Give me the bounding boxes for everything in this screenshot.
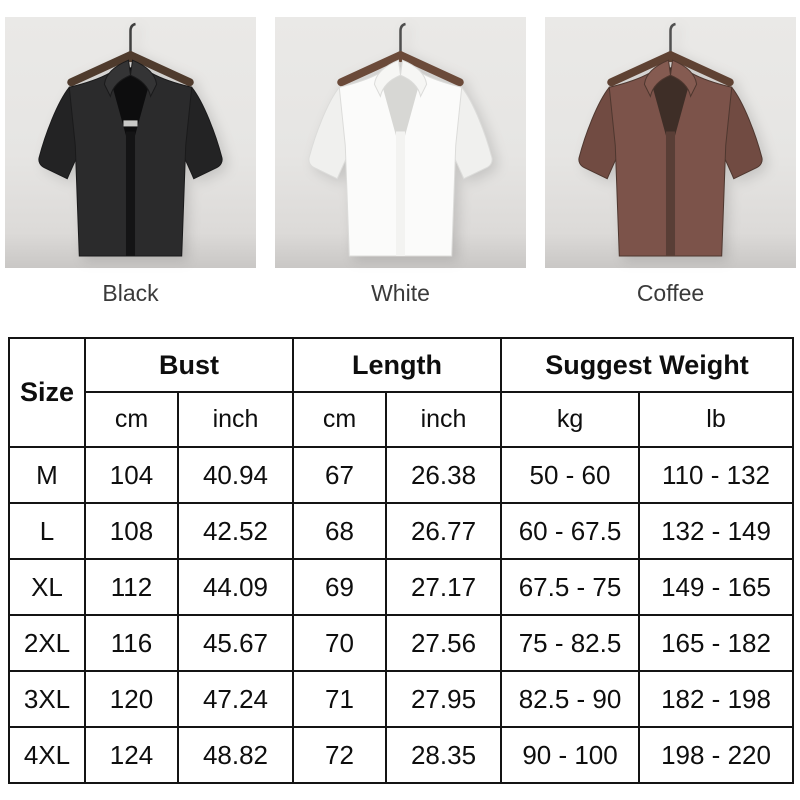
value-cell: 40.94 — [177, 446, 294, 504]
unit-bust-inch: inch — [177, 391, 294, 448]
header-suggest-weight: Suggest Weight — [500, 337, 795, 393]
size-cell: 4XL — [8, 726, 86, 784]
value-cell: 124 — [84, 726, 179, 784]
value-cell: 28.35 — [384, 726, 503, 784]
value-cell: 27.17 — [384, 558, 503, 616]
value-cell: 27.95 — [384, 670, 503, 728]
product-card-coffee: Coffee — [545, 17, 796, 306]
unit-weight-lb: lb — [638, 391, 795, 448]
product-photo-white — [275, 17, 526, 268]
product-grid: Black White Coffee — [0, 0, 800, 306]
value-cell: 82.5 - 90 — [500, 670, 641, 728]
unit-bust-cm: cm — [84, 391, 179, 448]
unit-length-cm: cm — [292, 391, 387, 448]
size-cell: M — [8, 446, 86, 504]
value-cell: 42.52 — [177, 502, 294, 560]
value-cell: 67 — [292, 446, 387, 504]
header-size: Size — [8, 337, 86, 448]
table-row: XL 112 44.09 69 27.17 67.5 - 75 149 - 165 — [8, 558, 795, 616]
value-cell: 26.77 — [384, 502, 503, 560]
size-cell: XL — [8, 558, 86, 616]
value-cell: 71 — [292, 670, 387, 728]
value-cell: 149 - 165 — [638, 558, 795, 616]
size-cell: 3XL — [8, 670, 86, 728]
size-cell: L — [8, 502, 86, 560]
table-row: 2XL 116 45.67 70 27.56 75 - 82.5 165 - 182 — [8, 614, 795, 672]
product-photo-black — [5, 17, 256, 268]
value-cell: 108 — [84, 502, 179, 560]
value-cell: 48.82 — [177, 726, 294, 784]
size-chart-header: Size Bust Length Suggest Weight cm inch … — [8, 337, 795, 448]
value-cell: 75 - 82.5 — [500, 614, 641, 672]
product-photo-coffee — [545, 17, 796, 268]
unit-weight-kg: kg — [500, 391, 641, 448]
color-label-black: Black — [102, 280, 159, 306]
value-cell: 70 — [292, 614, 387, 672]
value-cell: 72 — [292, 726, 387, 784]
black-shirt-image — [38, 24, 223, 256]
table-row: M 104 40.94 67 26.38 50 - 60 110 - 132 — [8, 446, 795, 504]
color-label-coffee: Coffee — [636, 280, 705, 306]
value-cell: 104 — [84, 446, 179, 504]
white-shirt-image — [308, 24, 493, 256]
value-cell: 165 - 182 — [638, 614, 795, 672]
value-cell: 27.56 — [384, 614, 503, 672]
value-cell: 44.09 — [177, 558, 294, 616]
table-row: 3XL 120 47.24 71 27.95 82.5 - 90 182 - 198 — [8, 670, 795, 728]
unit-length-inch: inch — [384, 391, 503, 448]
header-bust: Bust — [84, 337, 294, 393]
product-card-black: Black — [5, 17, 256, 306]
value-cell: 67.5 - 75 — [500, 558, 641, 616]
coffee-shirt-image — [578, 24, 763, 256]
value-cell: 112 — [84, 558, 179, 616]
table-row: 4XL 124 48.82 72 28.35 90 - 100 198 - 220 — [8, 726, 795, 784]
value-cell: 26.38 — [384, 446, 503, 504]
value-cell: 120 — [84, 670, 179, 728]
size-table-body: M 104 40.94 67 26.38 50 - 60 110 - 132 L 108 42.5… — [8, 446, 795, 784]
value-cell: 45.67 — [177, 614, 294, 672]
value-cell: 47.24 — [177, 670, 294, 728]
table-row: L 108 42.52 68 26.77 60 - 67.5 132 - 149 — [8, 502, 795, 560]
value-cell: 90 - 100 — [500, 726, 641, 784]
color-label-white: White — [371, 280, 430, 306]
value-cell: 182 - 198 — [638, 670, 795, 728]
value-cell: 198 - 220 — [638, 726, 795, 784]
value-cell: 60 - 67.5 — [500, 502, 641, 560]
header-length: Length — [291, 337, 503, 393]
size-chart-table: Size Bust Length Suggest Weight cm inch … — [8, 337, 795, 784]
value-cell: 68 — [292, 502, 387, 560]
value-cell: 110 - 132 — [638, 446, 795, 504]
value-cell: 50 - 60 — [500, 446, 641, 504]
size-cell: 2XL — [8, 614, 86, 672]
value-cell: 116 — [84, 614, 179, 672]
value-cell: 69 — [292, 558, 387, 616]
product-card-white: White — [275, 17, 526, 306]
value-cell: 132 - 149 — [638, 502, 795, 560]
